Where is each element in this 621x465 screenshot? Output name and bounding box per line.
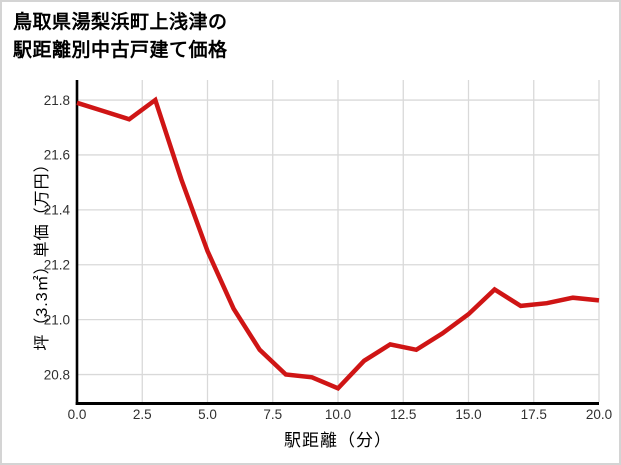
chart-title: 鳥取県湯梨浜町上浅津の 駅距離別中古戸建て価格 [13,9,228,65]
y-tick-label: 21.2 [44,258,70,273]
x-tick-label: 12.5 [390,407,416,422]
y-axis-label: 坪（3.3㎡）単価（万円） [34,155,51,351]
x-axis-label: 駅距離（分） [284,431,392,450]
x-tick-label: 7.5 [263,407,282,422]
x-tick-label: 0.0 [68,407,87,422]
x-tick-label: 17.5 [521,407,547,422]
y-tick-label: 21.6 [44,148,70,163]
x-tick-label: 10.0 [325,407,351,422]
x-tick-label: 15.0 [455,407,481,422]
x-tick-label: 5.0 [198,407,217,422]
price-line-series [76,96,600,391]
y-tick-label: 20.8 [44,367,70,382]
x-tick-label: 2.5 [133,407,152,422]
x-tick-label: 20.0 [586,407,612,422]
chart-title-line2: 駅距離別中古戸建て価格 [13,40,228,61]
chart-title-line1: 鳥取県湯梨浜町上浅津の [13,12,228,33]
y-tick-label: 21.0 [44,312,70,327]
y-tick-label: 21.8 [44,93,70,108]
y-tick-label: 21.4 [44,203,71,218]
